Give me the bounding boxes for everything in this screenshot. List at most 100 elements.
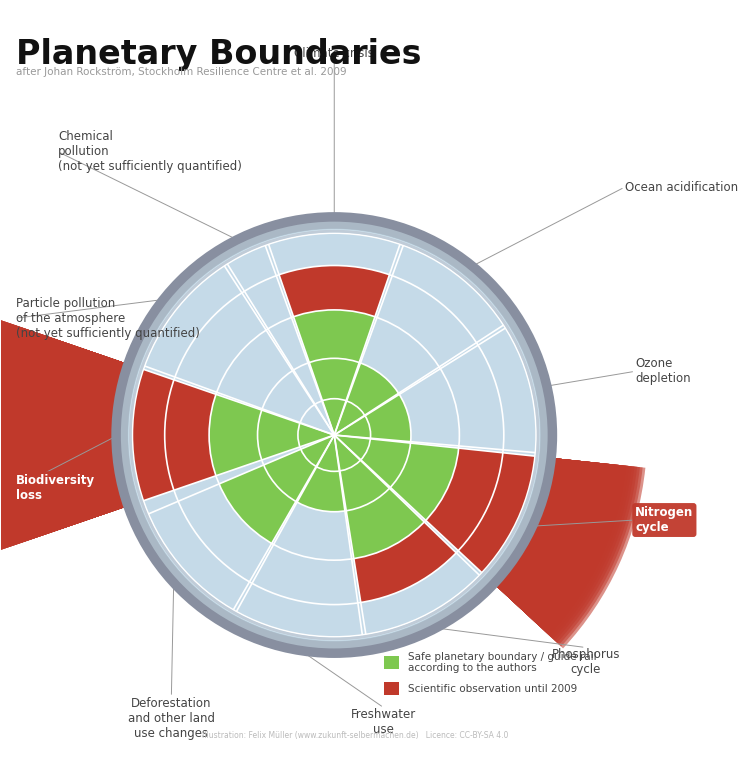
Wedge shape	[51, 343, 334, 527]
Wedge shape	[0, 315, 334, 555]
Wedge shape	[334, 435, 559, 590]
Circle shape	[122, 223, 546, 647]
Wedge shape	[293, 310, 375, 363]
Wedge shape	[0, 324, 334, 545]
Text: Illustration: Felix Müller (www.zukunft-selbermachen.de)   Licence: CC-BY-SA 4.0: Illustration: Felix Müller (www.zukunft-…	[202, 731, 509, 740]
Wedge shape	[334, 435, 634, 641]
Text: Biodiversity
loss: Biodiversity loss	[16, 474, 95, 502]
Wedge shape	[111, 363, 334, 508]
Wedge shape	[0, 314, 334, 556]
Wedge shape	[68, 349, 334, 522]
Wedge shape	[391, 443, 458, 520]
Text: Scientific observation until 2009: Scientific observation until 2009	[408, 684, 577, 693]
Wedge shape	[334, 435, 596, 615]
Circle shape	[133, 233, 536, 637]
Wedge shape	[334, 435, 632, 639]
Text: after Johan Rockström, Stockholm Resilience Centre et al. 2009: after Johan Rockström, Stockholm Resilie…	[16, 67, 346, 77]
Wedge shape	[334, 435, 609, 624]
Wedge shape	[361, 439, 410, 487]
Circle shape	[127, 227, 542, 643]
Wedge shape	[0, 321, 334, 549]
FancyBboxPatch shape	[384, 682, 400, 695]
Wedge shape	[103, 359, 334, 510]
Text: Particle pollution
of the atmosphere
(not yet sufficiently quantified): Particle pollution of the atmosphere (no…	[16, 296, 199, 340]
Wedge shape	[317, 435, 339, 471]
Wedge shape	[334, 435, 546, 580]
Wedge shape	[55, 344, 334, 526]
Wedge shape	[0, 326, 334, 544]
Wedge shape	[0, 323, 334, 547]
Wedge shape	[334, 435, 582, 605]
Wedge shape	[334, 435, 370, 460]
Wedge shape	[334, 435, 599, 616]
Wedge shape	[334, 435, 584, 607]
Wedge shape	[115, 364, 334, 506]
Wedge shape	[334, 435, 579, 603]
FancyBboxPatch shape	[384, 656, 400, 669]
Wedge shape	[334, 435, 607, 622]
Wedge shape	[340, 461, 389, 511]
Wedge shape	[334, 435, 621, 632]
Wedge shape	[347, 363, 399, 415]
Wedge shape	[47, 342, 334, 529]
Wedge shape	[334, 435, 618, 629]
Wedge shape	[323, 398, 346, 435]
Wedge shape	[365, 394, 411, 442]
Wedge shape	[34, 337, 334, 533]
Wedge shape	[42, 340, 334, 530]
Wedge shape	[334, 435, 571, 598]
Wedge shape	[298, 423, 334, 447]
Text: Climate crisis: Climate crisis	[294, 47, 374, 60]
Wedge shape	[334, 435, 566, 594]
Wedge shape	[334, 415, 370, 438]
Wedge shape	[106, 361, 334, 509]
Wedge shape	[85, 354, 334, 516]
Wedge shape	[12, 330, 334, 540]
Text: Nitrogen
cycle: Nitrogen cycle	[636, 506, 694, 534]
Wedge shape	[279, 265, 390, 317]
Wedge shape	[4, 328, 334, 542]
Wedge shape	[334, 435, 640, 645]
Wedge shape	[334, 435, 549, 582]
Wedge shape	[219, 465, 296, 543]
Wedge shape	[72, 350, 334, 520]
Wedge shape	[264, 449, 316, 502]
Text: Deforestation
and other land
use changes: Deforestation and other land use changes	[128, 697, 215, 740]
Wedge shape	[209, 394, 262, 476]
Wedge shape	[93, 357, 334, 513]
Wedge shape	[29, 336, 334, 534]
Wedge shape	[0, 322, 334, 548]
Wedge shape	[334, 435, 593, 612]
Wedge shape	[8, 329, 334, 541]
Wedge shape	[334, 435, 624, 633]
Wedge shape	[81, 352, 334, 517]
Text: Freshwater
use: Freshwater use	[351, 708, 416, 736]
Wedge shape	[133, 370, 174, 501]
Wedge shape	[334, 435, 645, 648]
Wedge shape	[38, 338, 334, 531]
Circle shape	[118, 219, 550, 651]
Wedge shape	[297, 467, 345, 512]
Wedge shape	[334, 435, 574, 599]
Wedge shape	[334, 435, 601, 618]
Wedge shape	[334, 435, 626, 635]
Text: Safe planetary boundary / guide rail
according to the authors: Safe planetary boundary / guide rail acc…	[408, 651, 596, 673]
Wedge shape	[0, 319, 334, 551]
Wedge shape	[334, 435, 568, 595]
Circle shape	[128, 230, 540, 641]
Wedge shape	[258, 410, 300, 460]
Wedge shape	[334, 435, 642, 647]
Text: Ozone
depletion: Ozone depletion	[636, 357, 691, 385]
Wedge shape	[334, 435, 576, 601]
Wedge shape	[301, 435, 334, 467]
Wedge shape	[334, 435, 615, 628]
Wedge shape	[334, 435, 551, 584]
Text: Phosphorus
cycle: Phosphorus cycle	[551, 647, 620, 675]
Wedge shape	[90, 356, 334, 515]
Wedge shape	[334, 435, 554, 586]
Wedge shape	[426, 448, 503, 551]
Text: Chemical
pollution
(not yet sufficiently quantified): Chemical pollution (not yet sufficiently…	[58, 130, 242, 173]
Wedge shape	[354, 522, 456, 602]
Wedge shape	[17, 331, 334, 538]
Wedge shape	[334, 435, 590, 611]
